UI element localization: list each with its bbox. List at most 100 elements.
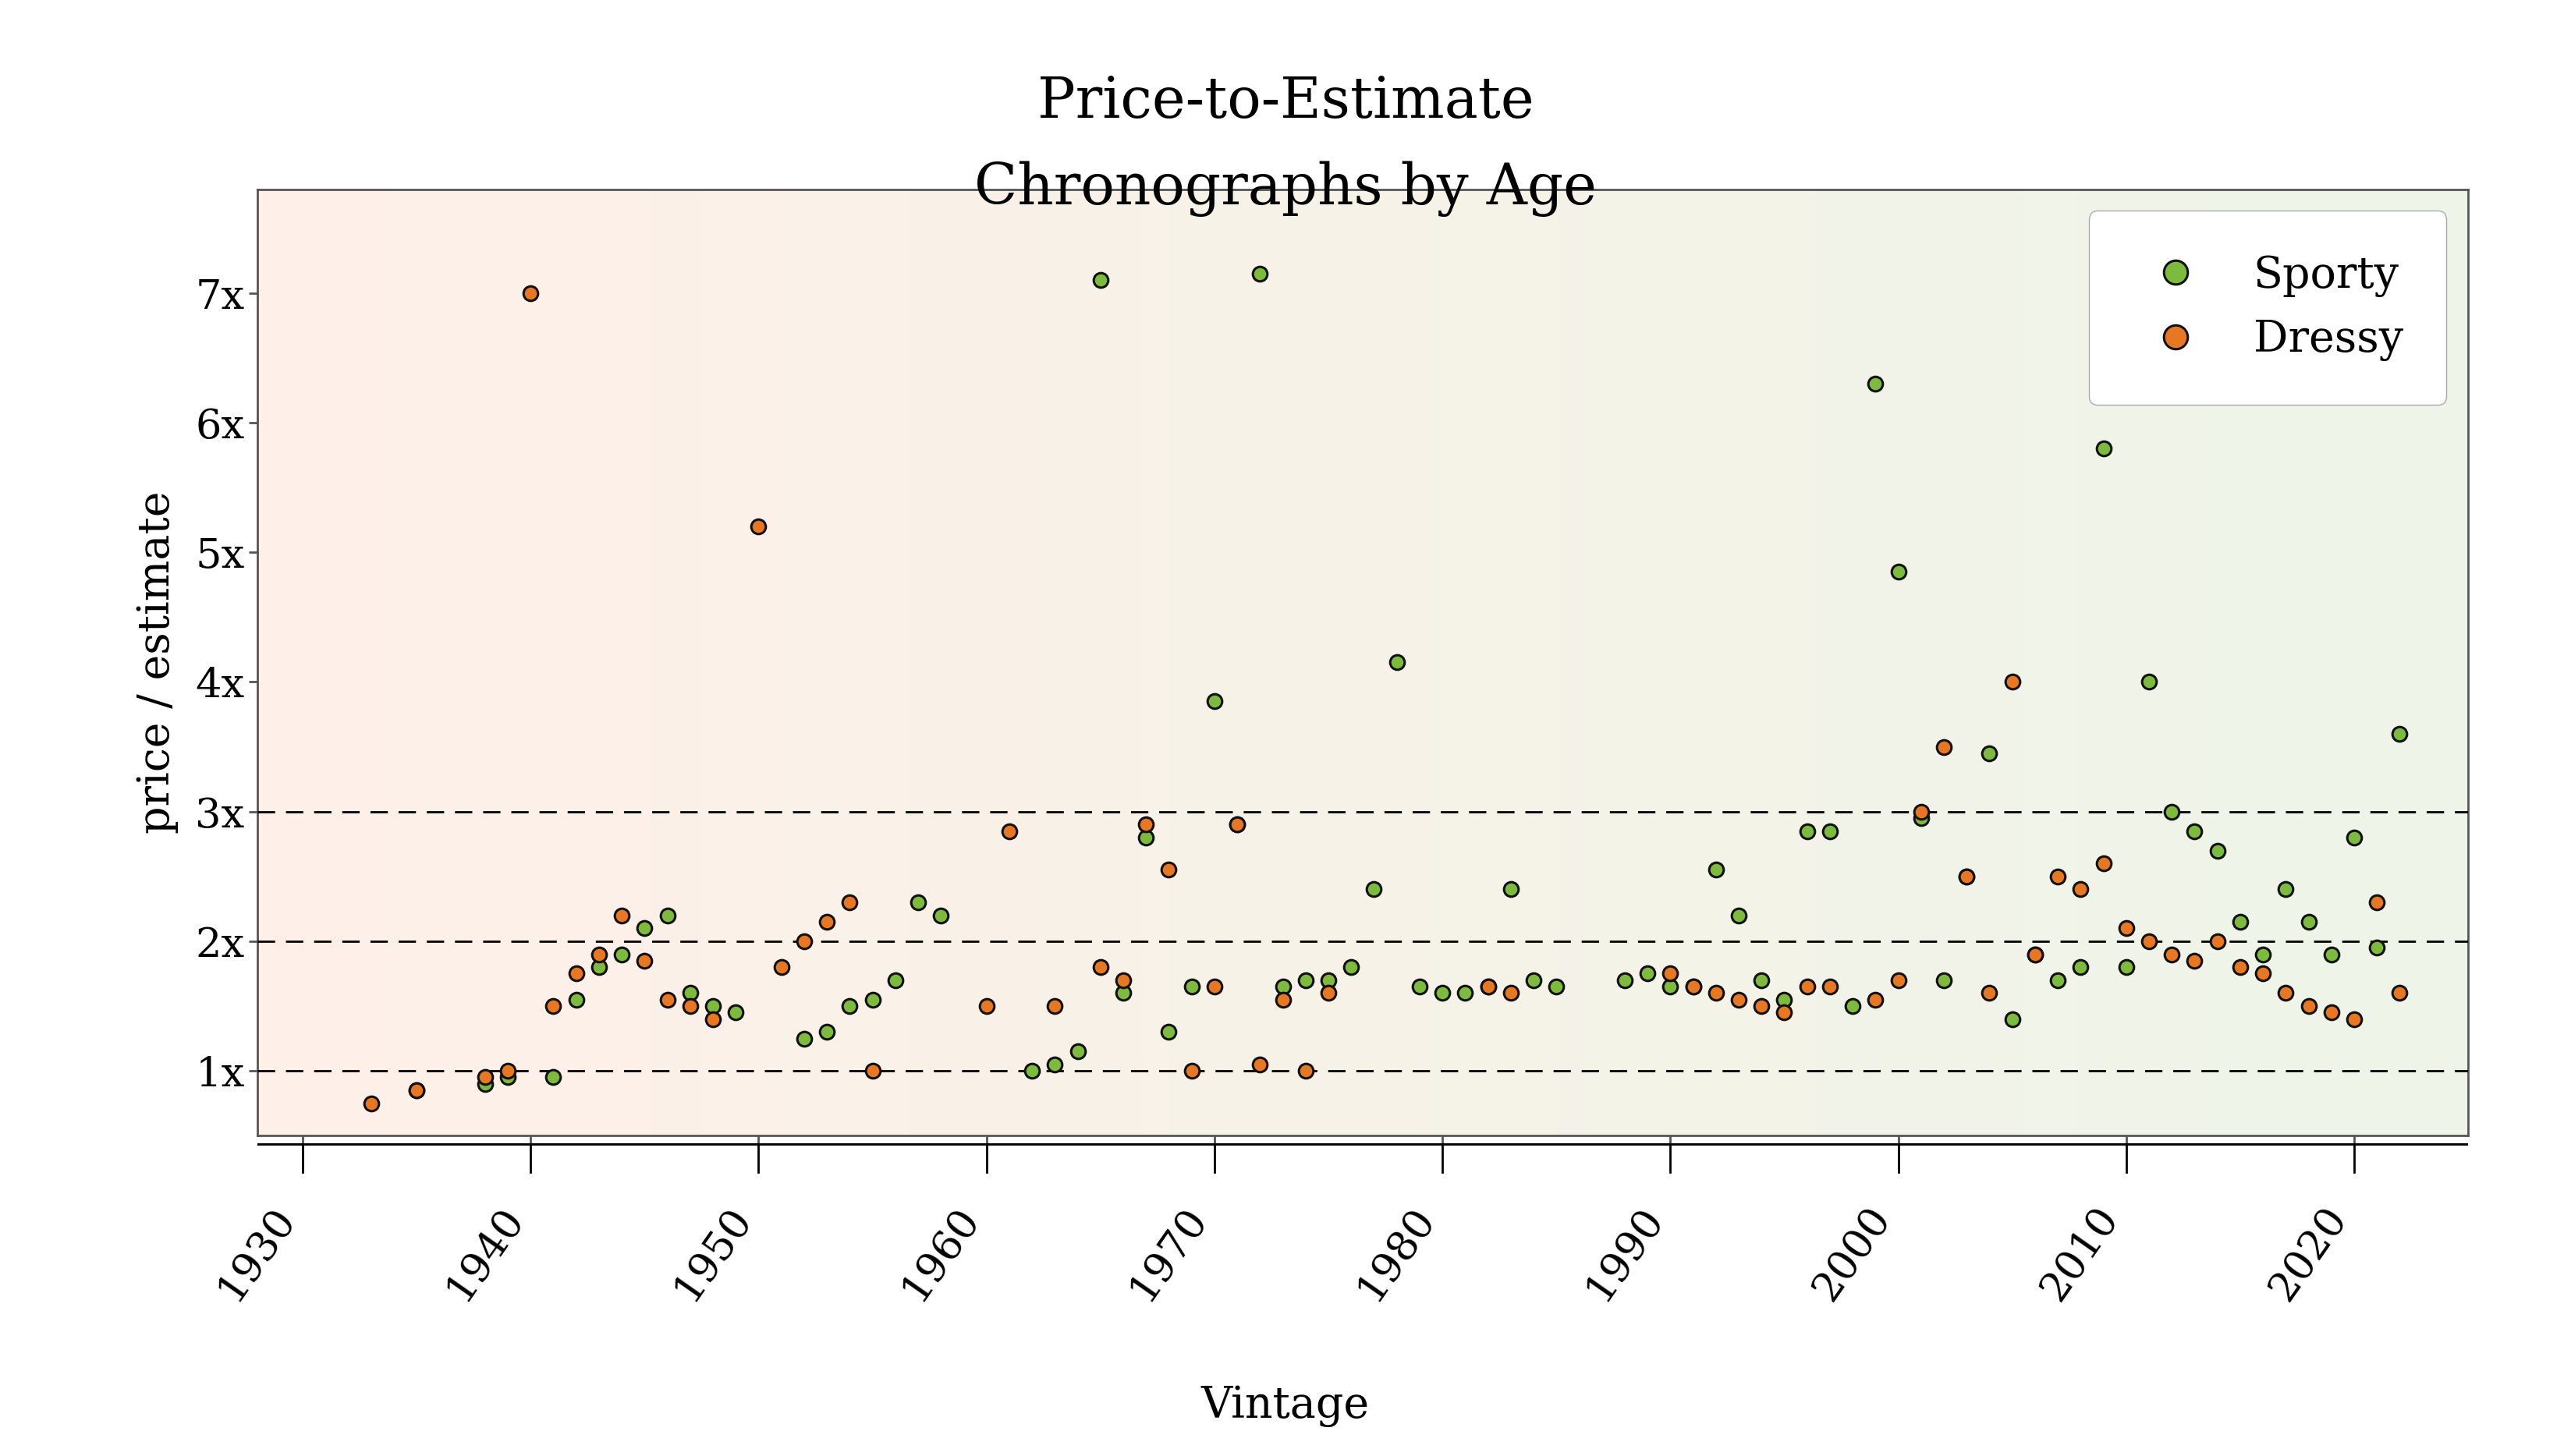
- Dressy: [396, 1079, 437, 1102]
- Dressy: [1694, 981, 1735, 1005]
- Dressy: [1946, 865, 1987, 888]
- Dressy: [1900, 799, 1941, 823]
- Dressy: [2129, 929, 2170, 952]
- Dressy: [1810, 976, 1851, 999]
- Sporty: [1969, 741, 2011, 764]
- Sporty: [1535, 976, 1576, 999]
- Sporty: [2265, 878, 2306, 901]
- Sporty: [1491, 878, 1532, 901]
- Sporty: [578, 955, 620, 978]
- Sporty: [1787, 820, 1828, 843]
- Text: 1980: 1980: [1350, 1200, 1442, 1307]
- Dressy: [555, 962, 596, 986]
- Sporty: [555, 989, 596, 1012]
- Dressy: [1193, 976, 1234, 999]
- Sporty: [2378, 722, 2419, 745]
- Sporty: [1993, 1008, 2034, 1031]
- Sporty: [920, 904, 962, 927]
- Sporty: [2016, 942, 2057, 965]
- Sporty: [1717, 904, 1759, 927]
- Sporty: [1764, 989, 1805, 1012]
- Dressy: [2311, 1000, 2352, 1024]
- Dressy: [2152, 942, 2193, 965]
- Dressy: [1741, 994, 1782, 1018]
- Dressy: [784, 929, 825, 952]
- Dressy: [2175, 949, 2216, 973]
- Sporty: [1512, 968, 1553, 992]
- Sporty: [1034, 1053, 1075, 1076]
- Text: 1940: 1940: [437, 1200, 530, 1307]
- Sporty: [2311, 942, 2352, 965]
- Sporty: [1286, 968, 1327, 992]
- Dressy: [2059, 878, 2101, 901]
- Dressy: [967, 994, 1008, 1018]
- Dressy: [578, 942, 620, 965]
- Sporty: [396, 1079, 437, 1102]
- Sporty: [1833, 994, 1874, 1018]
- Text: 1950: 1950: [666, 1200, 758, 1307]
- Dressy: [807, 910, 848, 933]
- Dressy: [1149, 858, 1190, 881]
- Dressy: [350, 1092, 391, 1115]
- Dressy: [1787, 976, 1828, 999]
- Sporty: [648, 904, 689, 927]
- Dressy: [692, 1008, 733, 1031]
- Sporty: [2036, 968, 2077, 992]
- Dressy: [1491, 981, 1532, 1005]
- Text: 1990: 1990: [1579, 1200, 1671, 1307]
- Sporty: [532, 1066, 573, 1089]
- Sporty: [897, 891, 938, 914]
- Sporty: [1352, 878, 1393, 901]
- Sporty: [1694, 858, 1735, 881]
- Dressy: [2016, 942, 2057, 965]
- Sporty: [2106, 955, 2147, 978]
- Sporty: [1399, 976, 1440, 999]
- Dressy: [2288, 994, 2329, 1018]
- Dressy: [2106, 917, 2147, 941]
- Dressy: [2358, 891, 2399, 914]
- Dressy: [1216, 812, 1257, 836]
- Sporty: [2129, 670, 2170, 693]
- Sporty: [851, 989, 892, 1012]
- Sporty: [874, 968, 915, 992]
- Dressy: [602, 904, 643, 927]
- Sporty: [2358, 936, 2399, 960]
- Sporty: [1193, 690, 1234, 713]
- Sporty: [1080, 268, 1121, 291]
- Sporty: [1057, 1040, 1098, 1063]
- Sporty: [1923, 968, 1964, 992]
- Dressy: [465, 1066, 506, 1089]
- Sporty: [1172, 976, 1214, 999]
- Text: 2020: 2020: [2262, 1200, 2355, 1307]
- Sporty: [1010, 1059, 1052, 1082]
- Sporty: [2334, 826, 2376, 849]
- Sporty: [1103, 981, 1144, 1005]
- Sporty: [715, 1000, 756, 1024]
- Dressy: [1969, 981, 2011, 1005]
- Text: 1930: 1930: [211, 1200, 303, 1307]
- Sporty: [2242, 942, 2283, 965]
- Text: Price-to-Estimate: Price-to-Estimate: [1036, 74, 1535, 130]
- Sporty: [692, 994, 733, 1018]
- Sporty: [2083, 437, 2124, 460]
- Sporty: [1309, 968, 1350, 992]
- Dressy: [648, 989, 689, 1012]
- Dressy: [1717, 989, 1759, 1012]
- Sporty: [2219, 910, 2260, 933]
- Dressy: [1854, 989, 1895, 1012]
- Text: 2010: 2010: [2034, 1200, 2126, 1307]
- Dressy: [851, 1059, 892, 1082]
- Dressy: [1103, 968, 1144, 992]
- Sporty: [668, 981, 710, 1005]
- Dressy: [1651, 962, 1692, 986]
- Dressy: [738, 515, 779, 539]
- Sporty: [1216, 812, 1257, 836]
- Dressy: [1262, 989, 1303, 1012]
- Sporty: [784, 1026, 825, 1050]
- Sporty: [1651, 976, 1692, 999]
- Y-axis label: price / estimate: price / estimate: [136, 491, 180, 834]
- Dressy: [1764, 1000, 1805, 1024]
- Sporty: [830, 994, 872, 1018]
- Dressy: [1172, 1059, 1214, 1082]
- Dressy: [2083, 852, 2124, 875]
